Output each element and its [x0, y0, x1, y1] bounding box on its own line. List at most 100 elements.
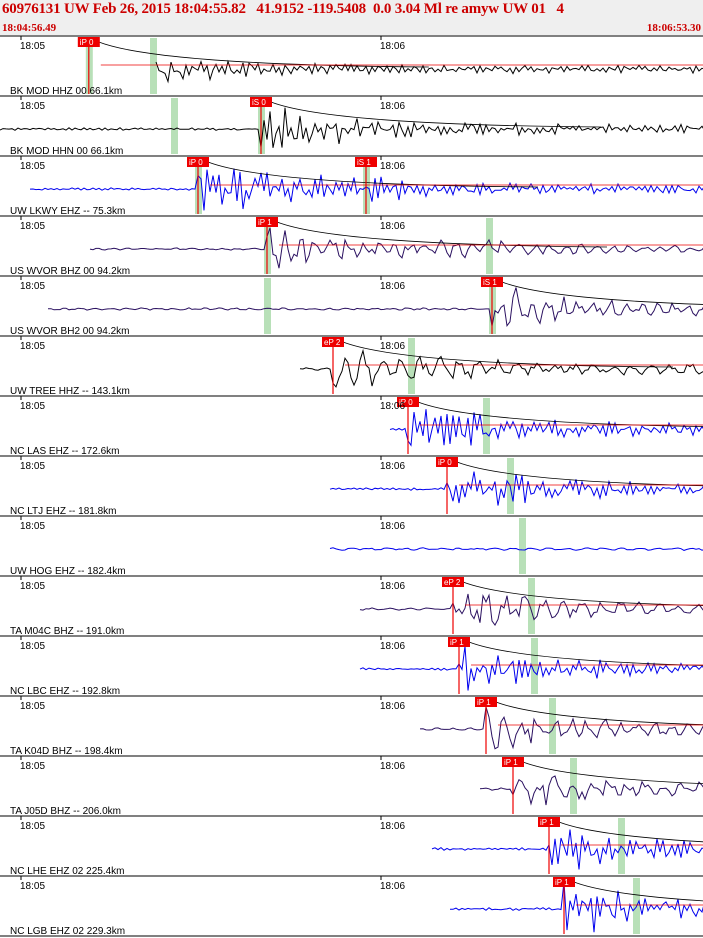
window-band-7-1 [483, 398, 490, 454]
travel-time-curve-8 [456, 461, 703, 487]
tick-label-4-1: 18:05 [20, 221, 45, 232]
pick-box-4-1 [256, 217, 278, 227]
window-band-1-2 [150, 38, 157, 94]
tick-label-10-2: 18:06 [380, 581, 405, 592]
station-label-12: TA K04D BHZ -- 198.4km [10, 746, 123, 757]
travel-time-curve-7 [417, 401, 703, 427]
window-band-5-1 [264, 278, 271, 334]
window-band-2-1 [171, 98, 178, 154]
pick-label-8-1: iP 0 [438, 458, 452, 467]
tick-label-1-2: 18:06 [380, 41, 405, 52]
pick-label-13-1: iP 1 [504, 758, 518, 767]
pick-box-13-1 [502, 757, 524, 767]
travel-time-curve-6 [342, 341, 674, 368]
travel-time-curve-11 [468, 641, 703, 666]
trace-layer [0, 59, 703, 933]
pick-label-3-2: iS 1 [357, 158, 371, 167]
travel-time-curve-1 [98, 41, 429, 68]
record-section-plot: iP 0iS 0iP 0iS 1iP 1iS 1eP 2iP 0iS 1iP 0… [0, 35, 703, 937]
travel-time-curves [98, 41, 703, 902]
window-band-11-1 [531, 638, 538, 694]
station-label-7: NC LAS EHZ -- 172.6km [10, 446, 119, 457]
tick-label-14-2: 18:06 [380, 821, 405, 832]
pick-box-3-2 [355, 157, 377, 167]
travel-time-curve-10 [462, 581, 703, 606]
tick-label-2-2: 18:06 [380, 101, 405, 112]
station-label-5: US WVOR BH2 00 94.2km [10, 326, 129, 337]
tick-label-10-1: 18:05 [20, 581, 45, 592]
station-label-15: NC LGB EHZ 02 229.3km [10, 926, 125, 937]
tick-label-4-2: 18:06 [380, 221, 405, 232]
window-band-10-1 [528, 578, 535, 634]
travel-time-curve-14 [558, 821, 703, 843]
pick-box-15-1 [553, 877, 575, 887]
station-label-6: UW TREE HHZ -- 143.1km [10, 386, 130, 397]
tick-label-12-2: 18:06 [380, 701, 405, 712]
waveform-6 [299, 348, 703, 388]
pick-box-12-1 [475, 697, 497, 707]
travel-time-curve-2 [270, 101, 602, 128]
pick-label-15-1: iP 1 [555, 878, 569, 887]
window-band-4-2 [486, 218, 493, 274]
tick-label-3-2: 18:06 [380, 161, 405, 172]
tick-label-15-2: 18:06 [380, 881, 405, 892]
pick-label-12-1: iP 1 [477, 698, 491, 707]
station-label-4: US WVOR BHZ 00 94.2km [10, 266, 130, 277]
tick-label-6-1: 18:05 [20, 341, 45, 352]
tick-label-1-1: 18:05 [20, 41, 45, 52]
waveform-8 [329, 471, 703, 506]
tick-label-8-1: 18:05 [20, 461, 45, 472]
waveform-2 [0, 107, 703, 148]
tick-label-12-1: 18:05 [20, 701, 45, 712]
window-band-12-1 [549, 698, 556, 754]
window-band-9-1 [519, 518, 526, 574]
panel-frames [0, 35, 703, 937]
travel-time-curve-5 [501, 281, 703, 305]
tick-label-5-2: 18:06 [380, 281, 405, 292]
header-bar: 60976131 UW Feb 26, 2015 18:04:55.82 41.… [0, 0, 703, 35]
waveform-12 [419, 706, 703, 750]
tick-label-2-1: 18:05 [20, 101, 45, 112]
label-layer: 18:05 18:06 BK MOD HHZ 00 66.1km 18:05 18:06… [10, 41, 405, 937]
tick-label-15-1: 18:05 [20, 881, 45, 892]
pick-box-3-1 [187, 157, 209, 167]
pick-label-4-1: iP 1 [258, 218, 272, 227]
station-label-14: NC LHE EHZ 02 225.4km [10, 866, 125, 877]
station-label-11: NC LBC EHZ -- 192.8km [10, 686, 120, 697]
pick-box-5-1 [481, 277, 503, 287]
tick-label-8-2: 18:06 [380, 461, 405, 472]
pick-box-10-1 [442, 577, 464, 587]
tick-label-7-2: 18:06 [380, 401, 405, 412]
station-label-8: NC LTJ EHZ -- 181.8km [10, 506, 117, 517]
tick-label-5-1: 18:05 [20, 281, 45, 292]
pick-box-2-1 [250, 97, 272, 107]
waveform-4 [89, 227, 703, 269]
tick-label-13-1: 18:05 [20, 761, 45, 772]
travel-time-curve-12 [495, 701, 703, 726]
tick-label-6-2: 18:06 [380, 341, 405, 352]
pick-label-10-1: eP 2 [444, 578, 461, 587]
pick-box-1-1 [77, 37, 100, 47]
tick-label-9-1: 18:05 [20, 521, 45, 532]
travel-time-curve-3 [207, 161, 539, 188]
station-label-2: BK MOD HHN 00 66.1km [10, 146, 123, 157]
waveform-10 [359, 593, 703, 626]
waveform-1 [155, 59, 703, 84]
window-end-time: 18:06:53.30 [646, 22, 701, 34]
station-label-9: UW HOG EHZ -- 182.4km [10, 566, 126, 577]
window-band-6-1 [408, 338, 415, 394]
tick-label-11-2: 18:06 [380, 641, 405, 652]
window-start-time: 18:04:56.49 [2, 22, 57, 34]
pick-label-11-1: iP 1 [450, 638, 464, 647]
waveform-15 [449, 881, 703, 933]
pick-label-6-1: eP 2 [324, 338, 341, 347]
tick-label-3-1: 18:05 [20, 161, 45, 172]
pick-layer: iP 0iS 0iP 0iS 1iP 1iS 1eP 2iP 0iS 1iP 0… [77, 37, 703, 934]
event-title: 60976131 UW Feb 26, 2015 18:04:55.82 41.… [2, 1, 564, 17]
pick-box-7-1 [397, 397, 419, 407]
tick-label-14-1: 18:05 [20, 821, 45, 832]
travel-time-curve-4 [276, 221, 608, 248]
tick-label-7-1: 18:05 [20, 401, 45, 412]
waveform-9 [329, 547, 703, 551]
waveform-5 [48, 287, 703, 327]
